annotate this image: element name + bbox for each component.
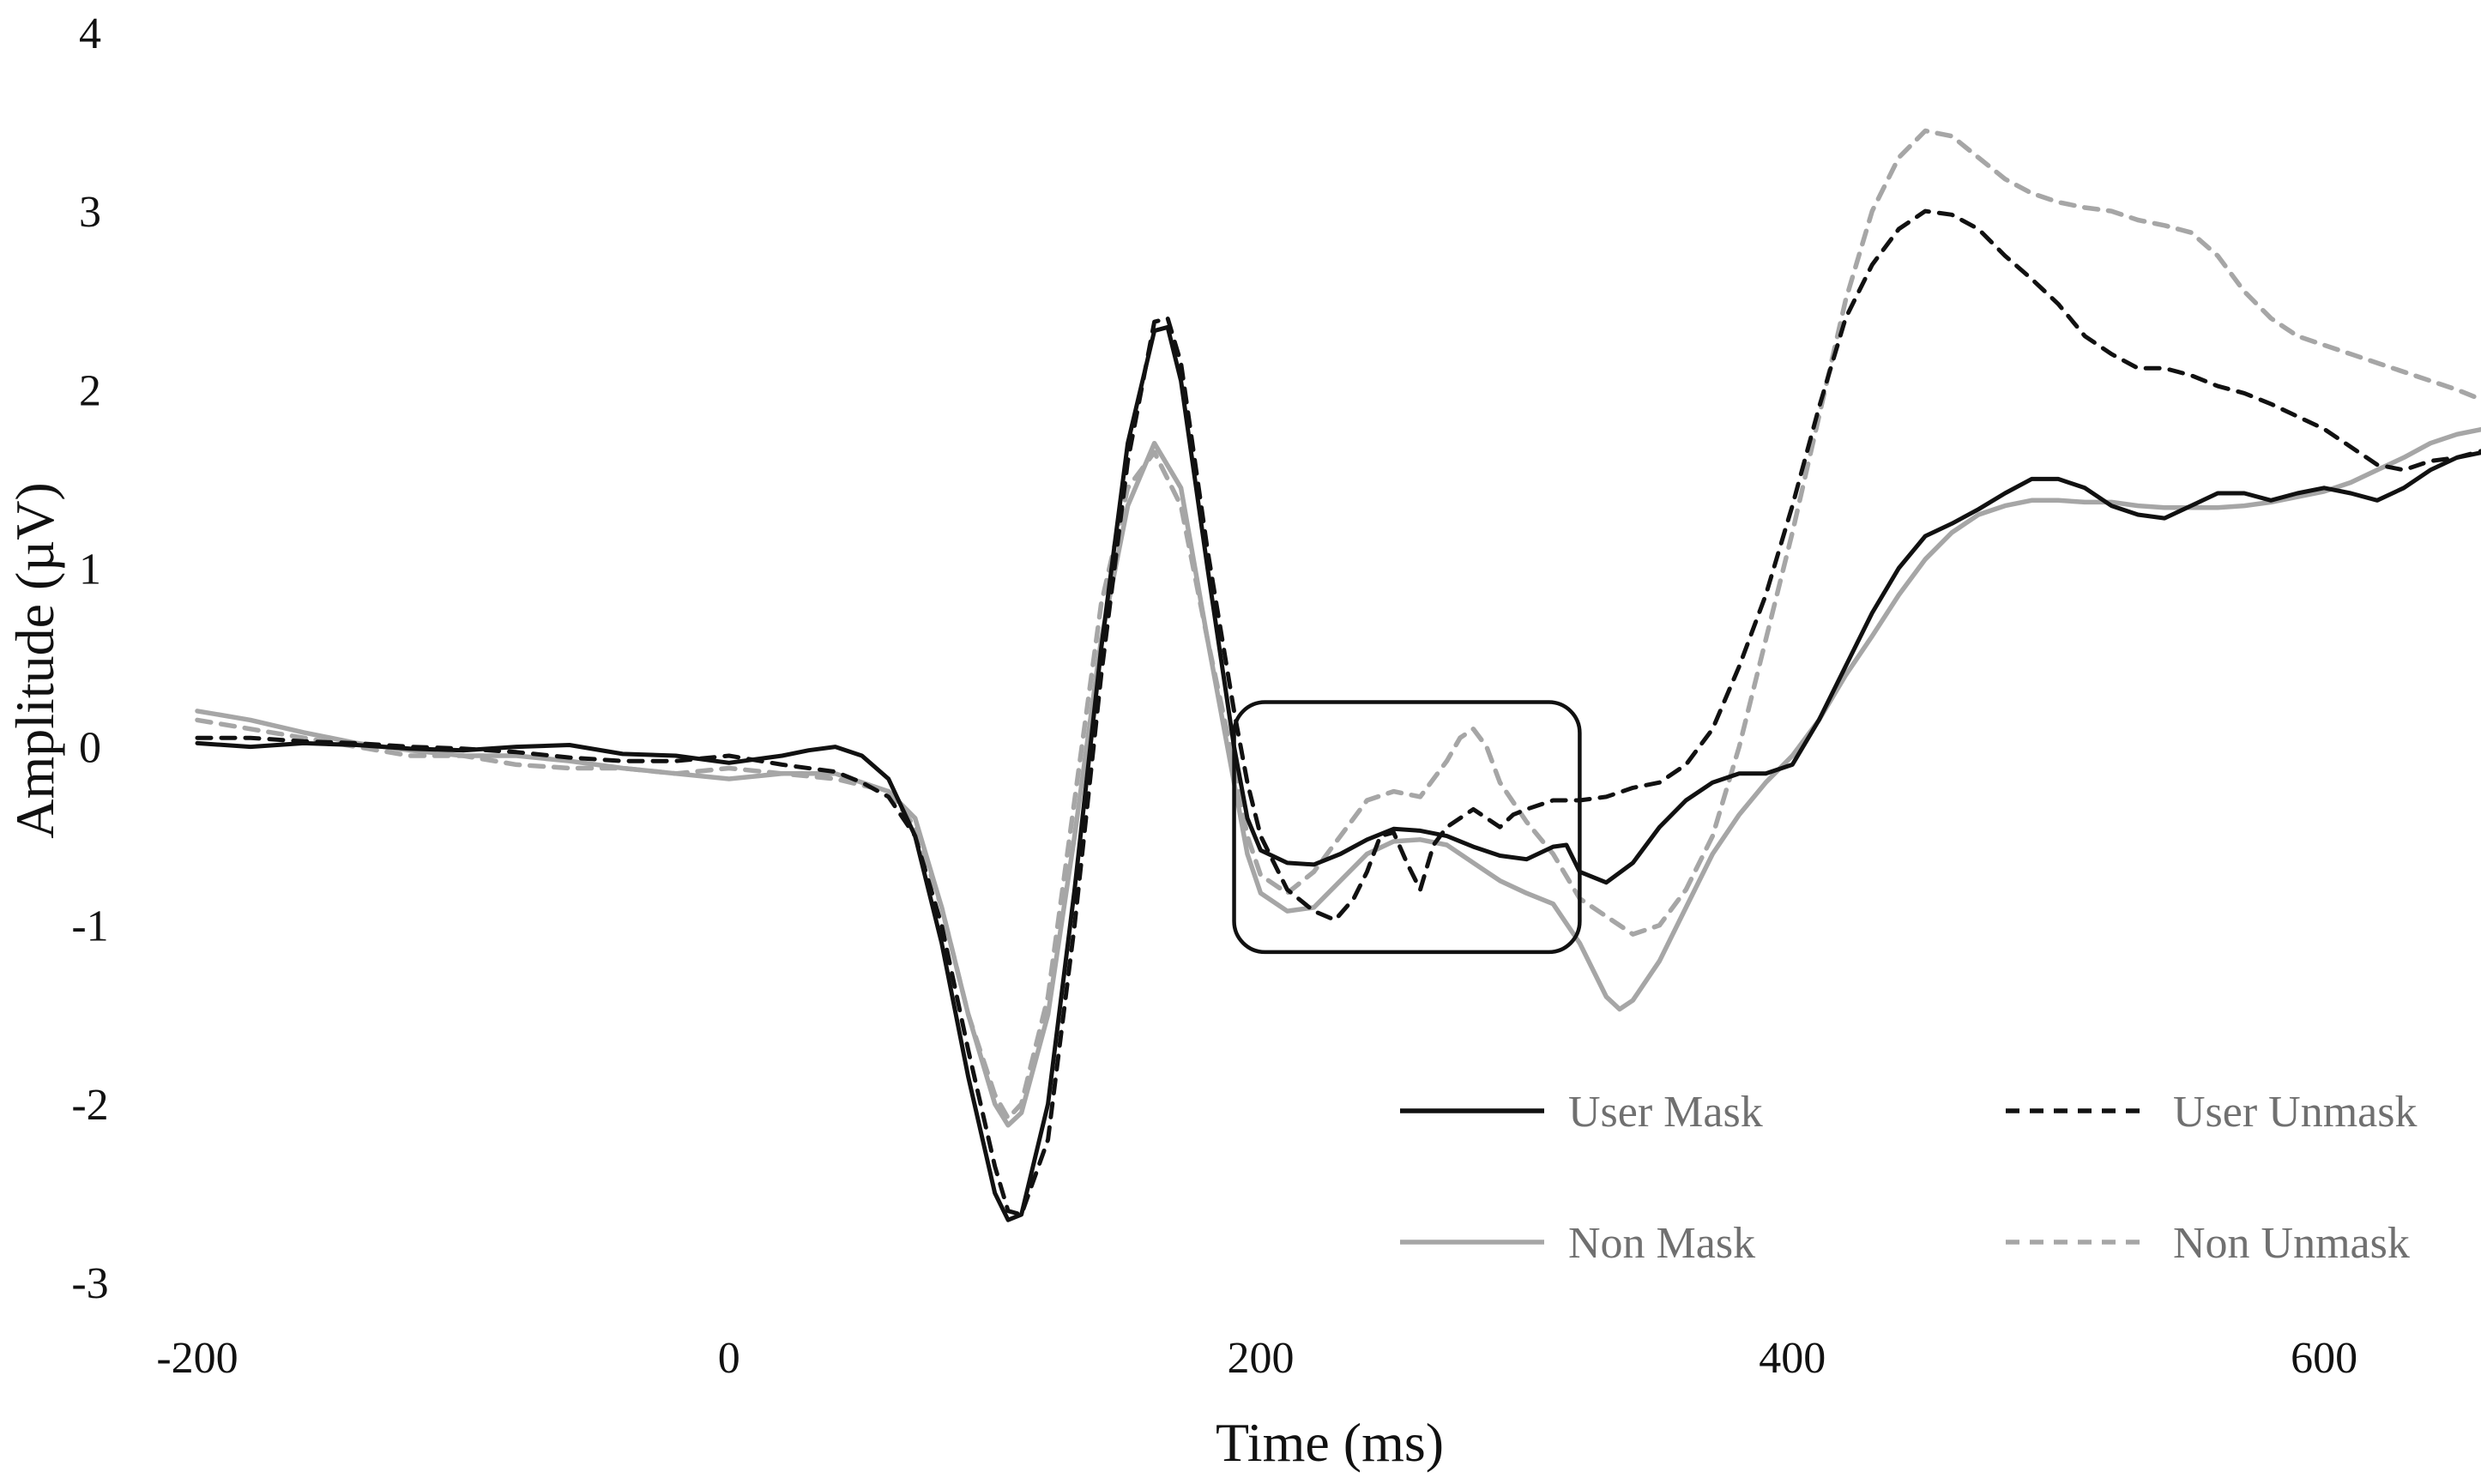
x-tick-label: -200 <box>156 1334 238 1383</box>
series-line-user-mask <box>195 324 2481 1222</box>
legend-label-non-mask: Non Mask <box>1568 1219 1755 1268</box>
x-tick-labels: -200 0 200 400 600 <box>156 1334 2357 1383</box>
x-tick-label: 600 <box>2291 1334 2357 1383</box>
y-tick-label: -2 <box>71 1081 108 1130</box>
x-tick-label: 0 <box>718 1334 740 1383</box>
y-tick-label: -1 <box>71 902 108 951</box>
y-tick-label: 3 <box>79 188 101 237</box>
x-axis-title: Time (ms) <box>1216 1412 1444 1473</box>
highlight-box <box>1232 700 1582 955</box>
y-tick-label: 2 <box>79 366 101 415</box>
legend-label-user-mask: User Mask <box>1568 1088 1763 1137</box>
series-line-user-unmask <box>195 208 2481 1217</box>
series-line-non-unmask <box>195 128 2481 1121</box>
y-tick-label: 1 <box>79 545 101 594</box>
y-tick-label: 4 <box>79 9 101 58</box>
x-tick-label: 200 <box>1228 1334 1295 1383</box>
legend-label-user-unmask: User Unmask <box>2173 1088 2418 1137</box>
x-tick-label: 400 <box>1759 1334 1826 1383</box>
legend: User Mask User Unmask Non Mask Non Unmas… <box>1400 1088 2418 1268</box>
series-layer <box>195 128 2481 1222</box>
y-axis-title: Amplitude (µV) <box>4 482 65 838</box>
y-tick-label: 0 <box>79 724 101 773</box>
legend-label-non-unmask: Non Unmask <box>2173 1219 2410 1268</box>
series-line-non-mask <box>195 426 2481 1128</box>
y-tick-label: -3 <box>71 1259 108 1308</box>
y-tick-labels: -3 -2 -1 0 1 2 3 4 <box>71 9 108 1308</box>
